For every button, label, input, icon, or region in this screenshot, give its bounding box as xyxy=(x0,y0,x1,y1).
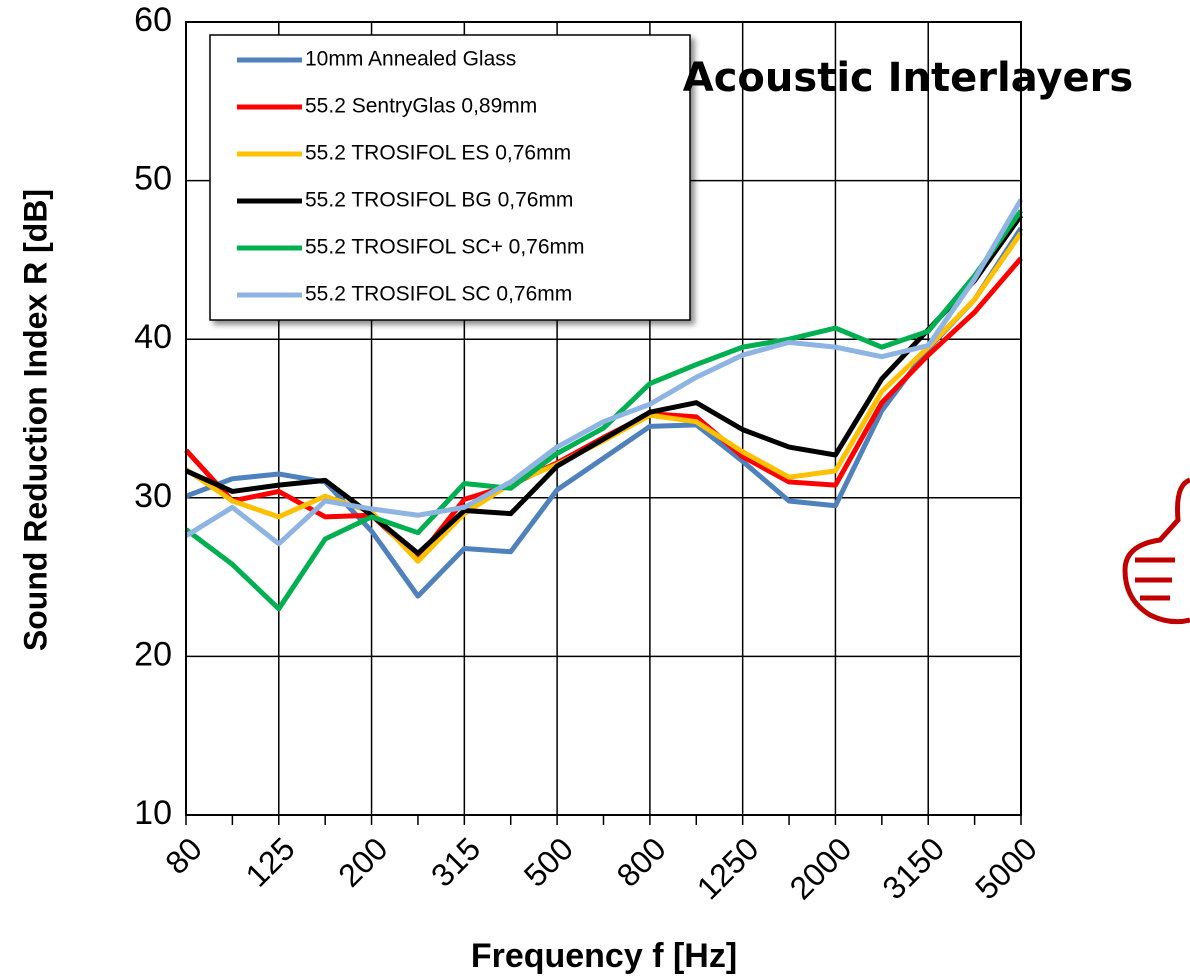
x-tick-label: 200 xyxy=(331,830,394,893)
legend-label: 10mm Annealed Glass xyxy=(305,48,516,71)
x-tick-label: 5000 xyxy=(968,830,1044,906)
series-line xyxy=(184,198,1024,547)
y-tick-label: 60 xyxy=(134,1,172,39)
x-tick-label: 800 xyxy=(610,830,673,893)
x-tick-label: 125 xyxy=(238,830,301,893)
plot-frame xyxy=(185,21,1022,816)
legend-box xyxy=(209,34,691,321)
y-tick-label: 20 xyxy=(134,635,172,673)
legend-label: 55.2 TROSIFOL ES 0,76mm xyxy=(305,142,571,165)
legend-label: 55.2 TROSIFOL SC+ 0,76mm xyxy=(305,236,585,259)
x-tick-label: 3150 xyxy=(875,830,951,906)
legend-label: 55.2 SentryGlas 0,89mm xyxy=(305,95,537,118)
y-tick-label: 10 xyxy=(134,794,172,832)
plot-lines xyxy=(184,198,1024,612)
series-line xyxy=(184,209,1024,612)
x-tick-label: 2000 xyxy=(783,830,859,906)
legend-label: 55.2 TROSIFOL BG 0,76mm xyxy=(305,189,573,212)
x-tick-label: 315 xyxy=(424,830,487,893)
y-axis-label: Sound Reduction Index R [dB] xyxy=(17,189,53,651)
legend: 10mm Annealed Glass 55.2 SentryGlas 0,89m… xyxy=(209,34,691,321)
series-line xyxy=(184,214,1024,556)
y-tick-label: 30 xyxy=(134,477,172,515)
x-axis-label: Frequency f [Hz] xyxy=(471,937,737,975)
y-tick-label: 40 xyxy=(134,318,172,356)
legend-label: 55.2 TROSIFOL SC 0,76mm xyxy=(305,283,572,306)
x-tick-label: 80 xyxy=(158,830,209,881)
y-tick-label: 50 xyxy=(134,160,172,198)
x-tick-label: 500 xyxy=(517,830,580,893)
chart-title: Acoustic Interlayers xyxy=(683,55,1133,101)
thumbs-up-icon xyxy=(1122,477,1190,625)
x-tick-label: 1250 xyxy=(690,830,766,906)
